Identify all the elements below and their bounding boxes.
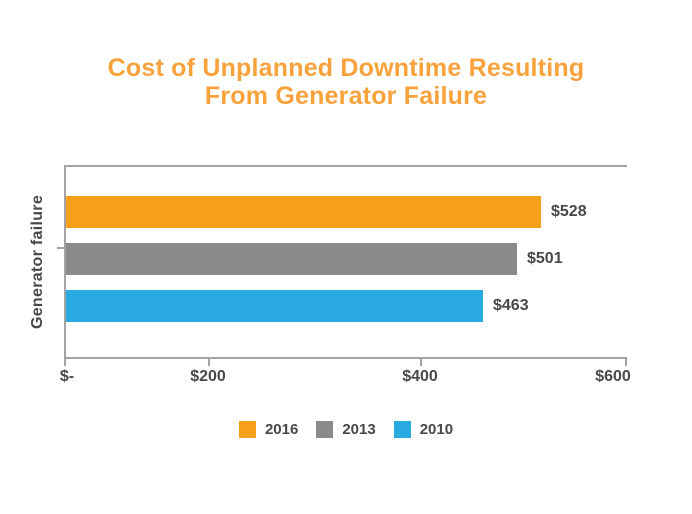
bar-2013: $501	[66, 243, 563, 275]
legend: 2016 2013 2010	[0, 421, 692, 438]
bar-2010: $463	[66, 290, 529, 322]
y-axis-label-box: Generator failure	[14, 165, 62, 359]
bar-value-label-2016: $528	[551, 203, 587, 220]
bar-value-label-2013: $501	[527, 250, 563, 267]
x-tick-label-1: $200	[190, 368, 226, 385]
legend-swatch-2013	[316, 421, 334, 438]
legend-label-2016: 2016	[264, 421, 299, 438]
plot-area: $528 $501 $463	[64, 165, 627, 359]
bar-2016: $528	[66, 196, 587, 228]
chart-title-line1: Cost of Unplanned Downtime Resulting	[107, 54, 585, 82]
legend-swatch-2016	[238, 421, 256, 438]
legend-label-2010: 2010	[419, 421, 454, 438]
y-axis-mid-tick	[57, 247, 64, 249]
legend-item-2013: 2013	[316, 421, 376, 438]
legend-item-2010: 2010	[393, 421, 454, 438]
x-tick-1	[208, 359, 210, 366]
x-tick-label-2: $400	[402, 368, 438, 385]
bar-value-label-2010: $463	[493, 297, 529, 314]
chart-title-line2: From Generator Failure	[204, 82, 488, 110]
legend-label-2013: 2013	[342, 421, 376, 438]
x-tick-label-3: $600	[595, 368, 631, 385]
x-tick-label-0: $-	[59, 368, 75, 385]
chart-title: Cost of Unplanned Downtime Resulting Fro…	[0, 54, 692, 110]
x-tick-3	[625, 359, 627, 366]
x-tick-0	[64, 359, 66, 366]
legend-swatch-2010	[393, 421, 411, 438]
x-tick-2	[420, 359, 422, 366]
legend-item-2016: 2016	[238, 421, 299, 438]
y-axis-label: Generator failure	[29, 194, 46, 330]
